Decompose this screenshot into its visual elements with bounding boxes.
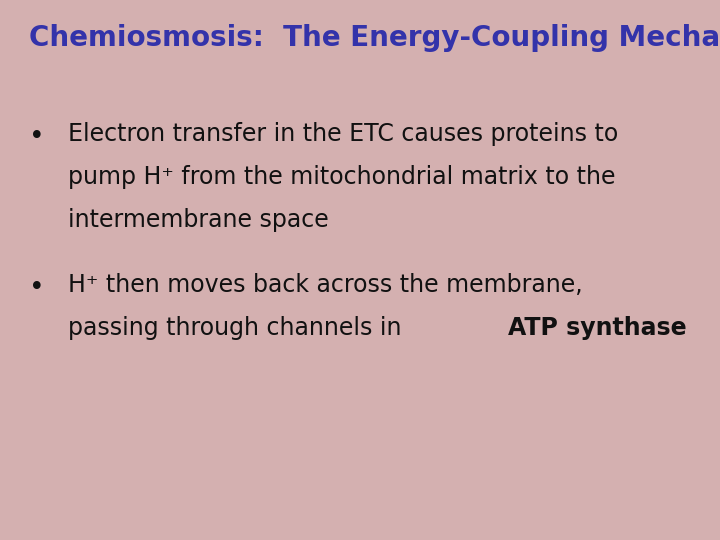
Text: •: • — [29, 275, 45, 301]
Text: passing through channels in: passing through channels in — [68, 316, 410, 340]
Text: •: • — [29, 124, 45, 150]
Text: pump H⁺ from the mitochondrial matrix to the: pump H⁺ from the mitochondrial matrix to… — [68, 165, 616, 188]
Text: H⁺ then moves back across the membrane,: H⁺ then moves back across the membrane, — [68, 273, 583, 296]
Text: Electron transfer in the ETC causes proteins to: Electron transfer in the ETC causes prot… — [68, 122, 618, 145]
Text: ATP synthase: ATP synthase — [508, 316, 687, 340]
Text: intermembrane space: intermembrane space — [68, 208, 329, 232]
Text: Chemiosmosis:  The Energy-Coupling Mechanism: Chemiosmosis: The Energy-Coupling Mechan… — [29, 24, 720, 52]
